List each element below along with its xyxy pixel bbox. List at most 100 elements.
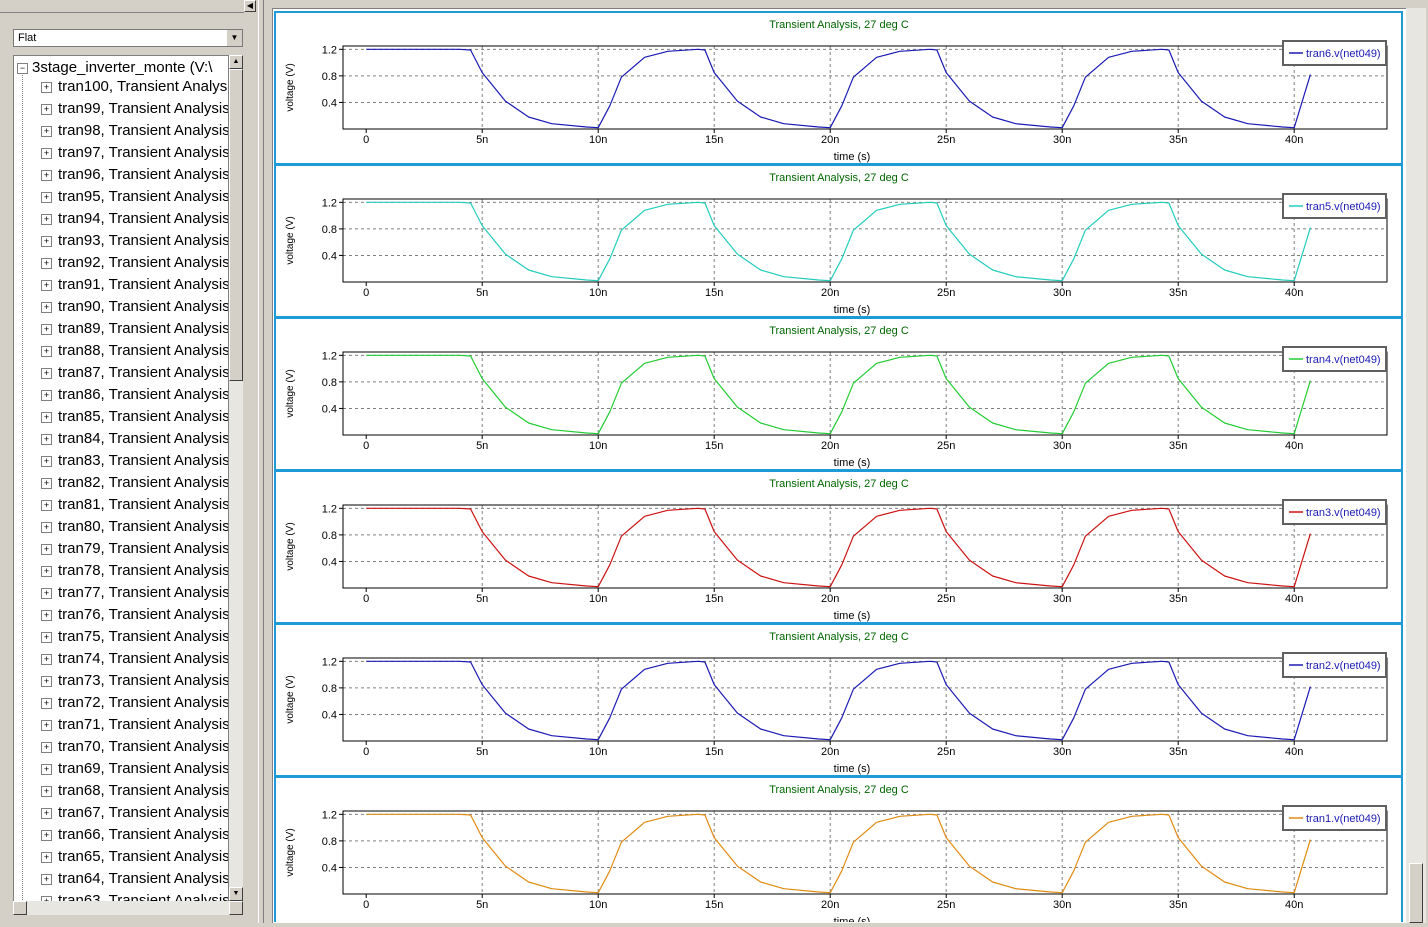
scroll-right-button[interactable] <box>229 901 243 915</box>
tree-item[interactable]: + tran75, Transient Analysis <box>41 628 228 650</box>
expand-icon[interactable]: + <box>41 478 52 489</box>
tree-vertical-scrollbar[interactable]: ▲ ▼ <box>229 55 243 901</box>
expand-icon[interactable]: + <box>41 104 52 115</box>
tree-item[interactable]: + tran95, Transient Analysis <box>41 188 228 210</box>
tree-item[interactable]: + tran93, Transient Analysis <box>41 232 228 254</box>
scroll-thumb[interactable] <box>229 69 243 381</box>
tree-root[interactable]: −3stage_inverter_monte (V:\ <box>17 59 212 77</box>
tree-item-label: tran94, Transient Analysis <box>58 210 229 227</box>
results-tree[interactable]: −3stage_inverter_monte (V:\ + tran100, Tr… <box>13 55 229 910</box>
tree-item[interactable]: + tran67, Transient Analysis <box>41 804 228 826</box>
expand-icon[interactable]: + <box>41 676 52 687</box>
chart-title: Transient Analysis, 27 deg C <box>769 19 909 31</box>
expand-icon[interactable]: + <box>41 126 52 137</box>
tree-item[interactable]: + tran73, Transient Analysis <box>41 672 228 694</box>
tree-item[interactable]: + tran74, Transient Analysis <box>41 650 228 672</box>
expand-icon[interactable]: + <box>41 434 52 445</box>
expand-icon[interactable]: + <box>41 632 52 643</box>
tree-item[interactable]: + tran85, Transient Analysis <box>41 408 228 430</box>
tree-item[interactable]: + tran79, Transient Analysis <box>41 540 228 562</box>
tree-item-label: tran88, Transient Analysis <box>58 342 229 359</box>
expand-icon[interactable]: + <box>41 698 52 709</box>
expand-icon[interactable]: + <box>41 610 52 621</box>
expand-icon[interactable]: + <box>41 192 52 203</box>
tree-item[interactable]: + tran86, Transient Analysis <box>41 386 228 408</box>
collapse-icon[interactable]: − <box>17 63 28 74</box>
expand-icon[interactable]: + <box>41 808 52 819</box>
expand-icon[interactable]: + <box>41 302 52 313</box>
tree-item[interactable]: + tran94, Transient Analysis <box>41 210 229 232</box>
expand-icon[interactable]: + <box>41 588 52 599</box>
x-tick-label: 0 <box>363 287 369 299</box>
expand-icon[interactable]: + <box>41 544 52 555</box>
expand-icon[interactable]: + <box>41 654 52 665</box>
tree-item[interactable]: + tran98, Transient Analysis <box>41 122 228 144</box>
tree-item[interactable]: + tran68, Transient Analysis <box>41 782 228 804</box>
expand-icon[interactable]: + <box>41 258 52 269</box>
expand-icon[interactable]: + <box>41 456 52 467</box>
tree-item[interactable]: + tran83, Transient Analysis <box>41 452 228 474</box>
scroll-up-button[interactable]: ▲ <box>229 55 243 69</box>
tree-item-label: tran99, Transient Analysis <box>58 100 229 117</box>
expand-icon[interactable]: + <box>41 742 52 753</box>
chart-frame <box>274 623 1403 777</box>
expand-icon[interactable]: + <box>41 148 52 159</box>
expand-icon[interactable]: + <box>41 874 52 885</box>
expand-icon[interactable]: + <box>41 280 52 291</box>
tree-item[interactable]: + tran82, Transient Analysis <box>41 474 228 496</box>
tree-horizontal-scrollbar[interactable] <box>13 901 243 915</box>
tree-item[interactable]: + tran81, Transient Analysis <box>41 496 228 518</box>
viewer-vertical-scrollbar[interactable] <box>1406 8 1426 923</box>
tree-item-label: tran64, Transient Analysis <box>58 870 229 887</box>
tree-item[interactable]: + tran99, Transient Analysis <box>41 100 229 122</box>
expand-icon[interactable]: + <box>41 346 52 357</box>
y-tick-label: 1.2 <box>322 809 337 821</box>
tree-item[interactable]: + tran70, Transient Analysis <box>41 738 228 760</box>
expand-icon[interactable]: + <box>41 214 52 225</box>
scroll-left-button[interactable] <box>13 901 27 915</box>
tree-item[interactable]: + tran96, Transient Analysis <box>41 166 228 188</box>
expand-icon[interactable]: + <box>41 236 52 247</box>
expand-icon[interactable]: + <box>41 368 52 379</box>
tree-item[interactable]: + tran80, Transient Analysis <box>41 518 228 540</box>
tree-item[interactable]: + tran92, Transient Analysis <box>41 254 228 276</box>
expand-icon[interactable]: + <box>41 852 52 863</box>
view-mode-select[interactable]: Flat ▼ <box>13 29 243 47</box>
pane-splitter[interactable] <box>258 0 264 923</box>
chart-frame <box>274 317 1403 471</box>
tree-item[interactable]: + tran71, Transient Analysis <box>41 716 228 738</box>
tree-item[interactable]: + tran78, Transient Analysis <box>41 562 228 584</box>
expand-icon[interactable]: + <box>41 786 52 797</box>
expand-icon[interactable]: + <box>41 522 52 533</box>
expand-icon[interactable]: + <box>41 500 52 511</box>
expand-icon[interactable]: + <box>41 412 52 423</box>
tree-item[interactable]: + tran100, Transient Analysis <box>41 78 228 100</box>
expand-icon[interactable]: + <box>41 170 52 181</box>
tree-item[interactable]: + tran65, Transient Analysis <box>41 848 228 870</box>
expand-icon[interactable]: + <box>41 82 52 93</box>
x-tick-label: 30n <box>1053 287 1071 299</box>
expand-icon[interactable]: + <box>41 720 52 731</box>
dropdown-arrow-icon[interactable]: ▼ <box>226 30 242 46</box>
expand-icon[interactable]: + <box>41 830 52 841</box>
tree-item[interactable]: + tran66, Transient Analysis <box>41 826 228 848</box>
tree-item[interactable]: + tran64, Transient Analysis <box>41 870 229 892</box>
tree-item[interactable]: + tran84, Transient Analysis <box>41 430 228 452</box>
tree-item[interactable]: + tran97, Transient Analysis <box>41 144 228 166</box>
tree-item[interactable]: + tran76, Transient Analysis <box>41 606 228 628</box>
tree-item[interactable]: + tran91, Transient Analysis <box>41 276 228 298</box>
tree-item[interactable]: + tran88, Transient Analysis <box>41 342 229 364</box>
expand-icon[interactable]: + <box>41 764 52 775</box>
expand-icon[interactable]: + <box>41 566 52 577</box>
tree-item[interactable]: + tran87, Transient Analysis <box>41 364 228 386</box>
tree-item[interactable]: + tran77, Transient Analysis <box>41 584 228 606</box>
tree-item[interactable]: + tran69, Transient Analysis <box>41 760 228 782</box>
scroll-down-button[interactable]: ▼ <box>229 887 243 901</box>
viewer-scroll-thumb[interactable] <box>1409 863 1423 923</box>
expand-icon[interactable]: + <box>41 390 52 401</box>
tree-item[interactable]: + tran72, Transient Analysis <box>41 694 228 716</box>
navigator-top-scroll-button[interactable]: ◀ <box>244 0 256 12</box>
tree-item[interactable]: + tran90, Transient Analysis <box>41 298 228 320</box>
expand-icon[interactable]: + <box>41 324 52 335</box>
tree-item[interactable]: + tran89, Transient Analysis <box>41 320 228 342</box>
